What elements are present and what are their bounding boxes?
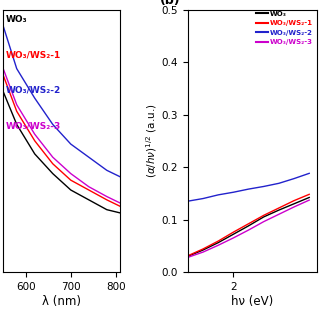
X-axis label: hν (eV): hν (eV) xyxy=(231,294,274,308)
Text: WO₃/WS₂-2: WO₃/WS₂-2 xyxy=(5,86,61,95)
Legend: WO₃, WO₃/WS₂-1, WO₃/WS₂-2, WO₃/WS₂-3: WO₃, WO₃/WS₂-1, WO₃/WS₂-2, WO₃/WS₂-3 xyxy=(253,8,316,48)
Text: WO₃/WS₂-3: WO₃/WS₂-3 xyxy=(5,121,61,130)
Text: WO₃/WS₂-1: WO₃/WS₂-1 xyxy=(5,50,61,59)
X-axis label: λ (nm): λ (nm) xyxy=(42,294,81,308)
Y-axis label: $(\alpha/h\nu)^{1/2}$ (a.u.): $(\alpha/h\nu)^{1/2}$ (a.u.) xyxy=(144,103,159,178)
Text: WO₃: WO₃ xyxy=(5,15,27,24)
Text: (b): (b) xyxy=(160,0,180,7)
